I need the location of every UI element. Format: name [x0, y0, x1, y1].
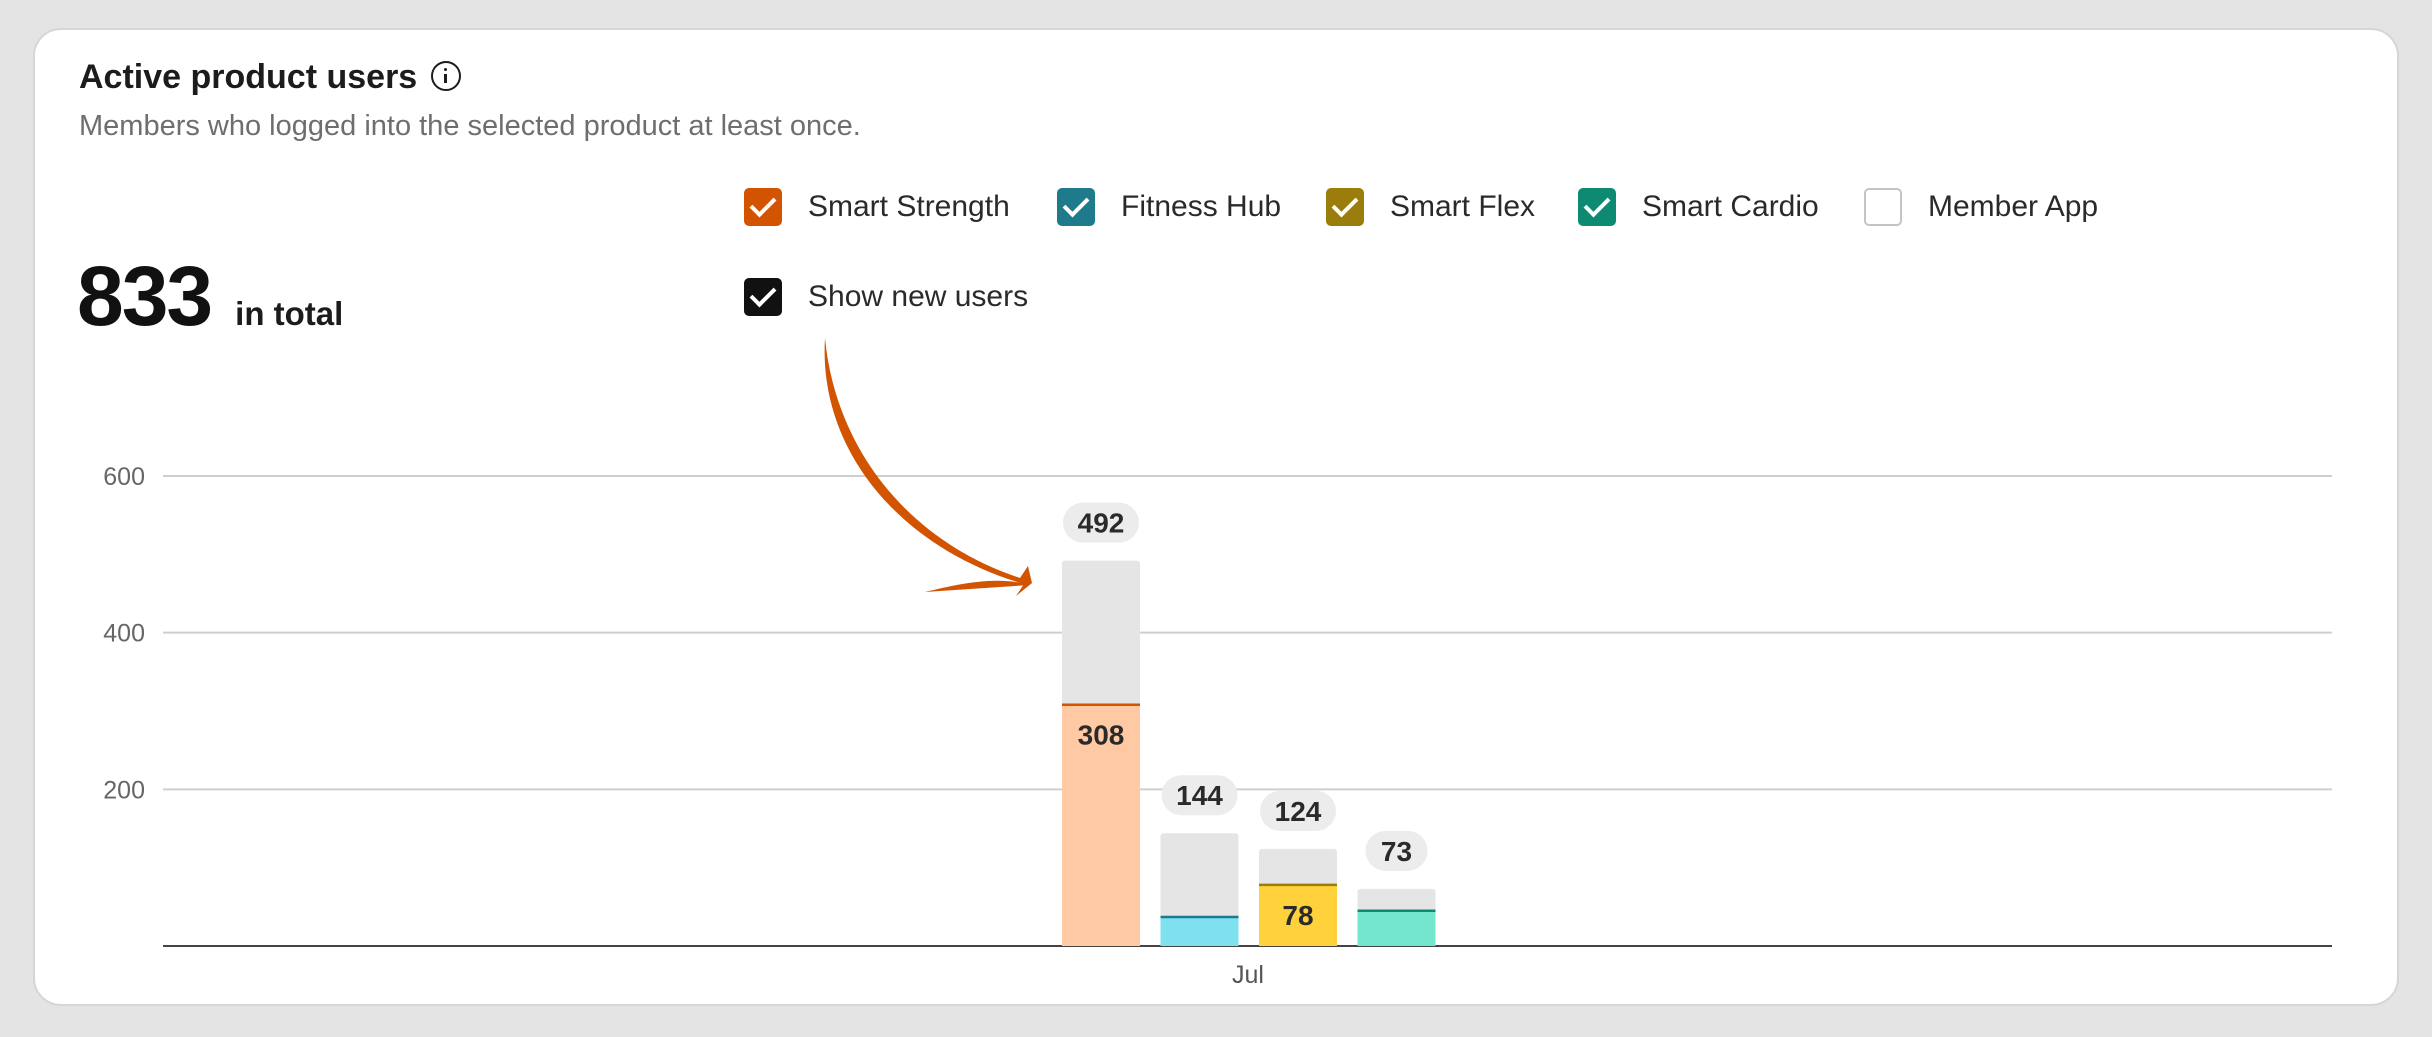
smart-flex-checkbox[interactable] [1326, 188, 1364, 226]
legend-item-fitness-hub[interactable]: Fitness Hub [1057, 188, 1281, 226]
y-tick-label: 600 [103, 463, 145, 491]
legend-label: Member App [1928, 190, 2099, 223]
legend-item-smart-flex[interactable]: Smart Flex [1326, 188, 1535, 226]
legend-label: Smart Cardio [1642, 190, 1819, 223]
show-new-users-checkbox[interactable] [744, 278, 782, 316]
total-label-pill [1063, 502, 1139, 543]
bar-new-users [1259, 884, 1337, 946]
smart-cardio-checkbox[interactable] [1578, 188, 1616, 226]
orange-curved-arrow-icon [824, 338, 1032, 596]
y-tick-label: 400 [103, 620, 145, 648]
total-label-pill [1260, 790, 1336, 831]
card-title: Active product users [79, 58, 418, 96]
bar-new-users [1062, 704, 1140, 946]
x-tick-label: Jul [1232, 961, 1264, 989]
card-subtitle: Members who logged into the selected pro… [79, 110, 861, 142]
total-value: 833 [77, 249, 213, 343]
y-tick-label: 200 [103, 776, 145, 804]
legend-label: Smart Strength [808, 190, 1010, 223]
bar-total-label: 144 [1176, 780, 1223, 811]
show-new-users-toggle[interactable]: Show new users [744, 278, 1028, 316]
bar-new-users-label: 78 [1282, 900, 1313, 931]
bar-total-label: 492 [1078, 508, 1125, 539]
member-app-checkbox[interactable] [1864, 188, 1902, 226]
show-new-users-label: Show new users [808, 280, 1029, 313]
bar-new-users [1160, 917, 1239, 946]
fitness-hub-checkbox[interactable] [1057, 188, 1095, 226]
total-summary: 833 in total [77, 248, 343, 345]
bar-new-users-label: 308 [1078, 720, 1125, 751]
total-label-pill [1365, 830, 1428, 871]
total-label: in total [235, 295, 344, 332]
legend-label: Smart Flex [1390, 190, 1536, 223]
total-label-pill [1161, 775, 1238, 816]
bar-total-label: 73 [1381, 836, 1412, 867]
legend-item-smart-strength[interactable]: Smart Strength [744, 188, 1010, 226]
legend-label: Fitness Hub [1121, 190, 1282, 223]
bar-total-label: 124 [1275, 796, 1322, 827]
smart-strength-checkbox[interactable] [744, 188, 782, 226]
legend-item-smart-cardio[interactable]: Smart Cardio [1578, 188, 1819, 226]
bar-new-users [1357, 910, 1436, 946]
legend-item-member-app[interactable]: Member App [1864, 188, 2098, 226]
title-row: Active product users [79, 58, 462, 97]
info-icon[interactable] [431, 60, 462, 91]
